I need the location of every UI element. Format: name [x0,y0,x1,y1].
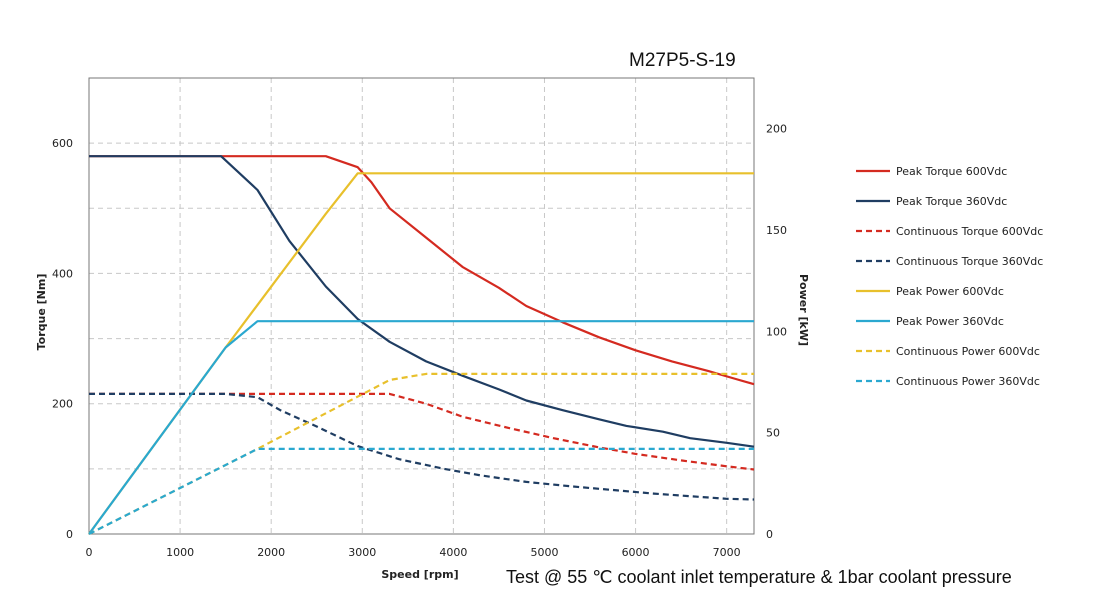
y-tick-label-1: 200 [52,398,73,411]
series-line-7 [88,447,754,535]
legend: Peak Torque 600Vdc Peak Torque 360Vdc Cont… [856,165,1043,388]
series-line-5 [88,320,754,535]
x-axis-label: Speed [rpm] [381,568,458,581]
x-tick-label-7: 7000 [713,546,741,559]
footnote: Test @ 55 ℃ coolant inlet temperature & … [506,567,1012,587]
legend-label-4: Peak Power 600Vdc [896,285,1004,298]
legend-label-7: Continuous Power 360Vdc [896,375,1040,388]
y-tick-label-0: 0 [66,528,73,541]
plot-area-border [88,77,755,535]
series-line-2 [89,392,755,471]
grid [89,77,754,534]
x-tick-label-2: 2000 [257,546,285,559]
chart-title: M27P5-S-19 [629,50,736,71]
y2-axis-label: Power [kW] [797,274,810,346]
x-tick-label-4: 4000 [439,546,467,559]
series-line-4 [88,172,754,535]
legend-label-2: Continuous Torque 600Vdc [896,225,1043,238]
y2-tick-label-3: 150 [766,224,787,237]
y2-tick-label-4: 200 [766,123,787,136]
series-line-6 [88,372,754,535]
series-line-3 [89,392,755,501]
legend-label-3: Continuous Torque 360Vdc [896,255,1043,268]
y-axis-label: Torque [Nm] [35,274,48,351]
y-tick-label-3: 600 [52,137,73,150]
y2-tick-label-0: 0 [766,528,773,541]
y2-tick-label-2: 100 [766,325,787,338]
series-line-0 [89,155,755,386]
y2-tick-label-1: 50 [766,427,780,440]
legend-label-0: Peak Torque 600Vdc [896,165,1007,178]
x-tick-label-3: 3000 [348,546,376,559]
x-tick-label-5: 5000 [530,546,558,559]
series-line-1 [89,155,755,448]
series-lines [88,155,755,535]
legend-label-1: Peak Torque 360Vdc [896,195,1007,208]
x-tick-label-6: 6000 [622,546,650,559]
x-tick-label-0: 0 [86,546,93,559]
axes: 0 1000 2000 3000 4000 5000 6000 700002004006000… [52,77,787,559]
legend-label-6: Continuous Power 600Vdc [896,345,1040,358]
x-tick-label-1: 1000 [166,546,194,559]
legend-label-5: Peak Power 360Vdc [896,315,1004,328]
y-tick-label-2: 400 [52,267,73,280]
